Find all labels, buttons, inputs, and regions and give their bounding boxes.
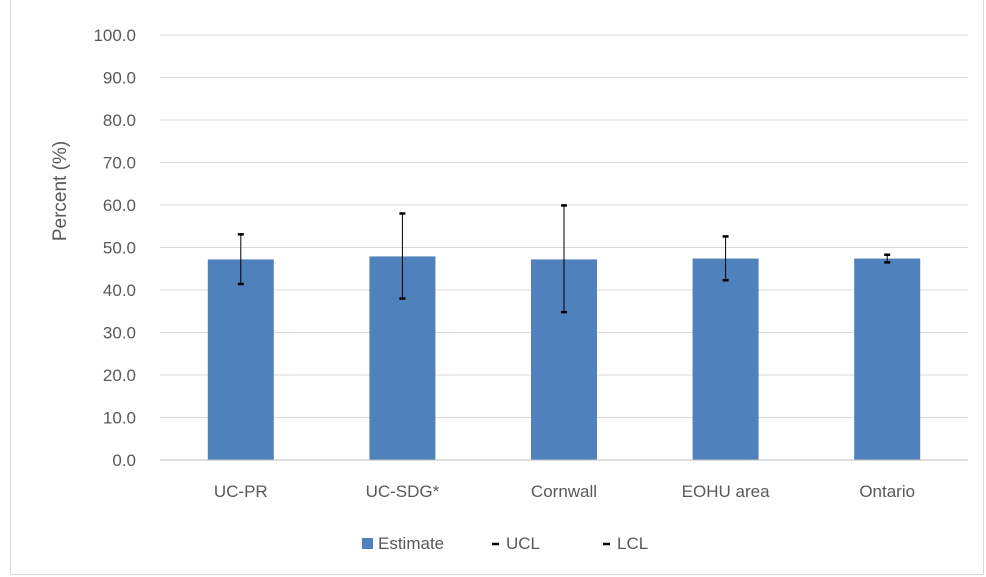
error-bars — [237, 204, 891, 314]
legend-label-lcl: LCL — [617, 534, 648, 553]
y-tick-label: 20.0 — [103, 366, 136, 385]
x-axis-ticks: UC-PR UC-SDG* Cornwall EOHU area Ontario — [214, 482, 915, 501]
legend-label-estimate: Estimate — [378, 534, 444, 553]
x-tick-label: EOHU area — [682, 482, 770, 501]
bar-ontario — [854, 258, 921, 460]
legend-swatch-estimate — [362, 538, 373, 549]
y-tick-label: 60.0 — [103, 196, 136, 215]
x-tick-label: UC-SDG* — [366, 482, 440, 501]
x-tick-label: Ontario — [859, 482, 915, 501]
y-axis-ticks: 0.0 10.0 20.0 30.0 40.0 50.0 60.0 70.0 80.0 90.0 1… — [93, 26, 136, 470]
y-axis-title: Percent (%) — [50, 141, 71, 241]
y-tick-label: 10.0 — [103, 409, 136, 428]
bar-eohu-area — [692, 258, 759, 460]
y-tick-label: 30.0 — [103, 324, 136, 343]
legend: Estimate UCL LCL — [362, 534, 648, 553]
y-tick-label: 100.0 — [93, 26, 136, 45]
bar-uc-pr — [207, 259, 274, 460]
legend-label-ucl: UCL — [506, 534, 540, 553]
y-tick-label: 70.0 — [103, 154, 136, 173]
y-tick-label: 80.0 — [103, 111, 136, 130]
y-tick-label: 50.0 — [103, 239, 136, 258]
bars — [207, 256, 921, 460]
y-tick-label: 40.0 — [103, 281, 136, 300]
y-tick-label: 0.0 — [112, 451, 136, 470]
x-tick-label: UC-PR — [214, 482, 268, 501]
x-tick-label: Cornwall — [531, 482, 597, 501]
chart-frame — [10, 0, 984, 575]
y-tick-label: 90.0 — [103, 69, 136, 88]
